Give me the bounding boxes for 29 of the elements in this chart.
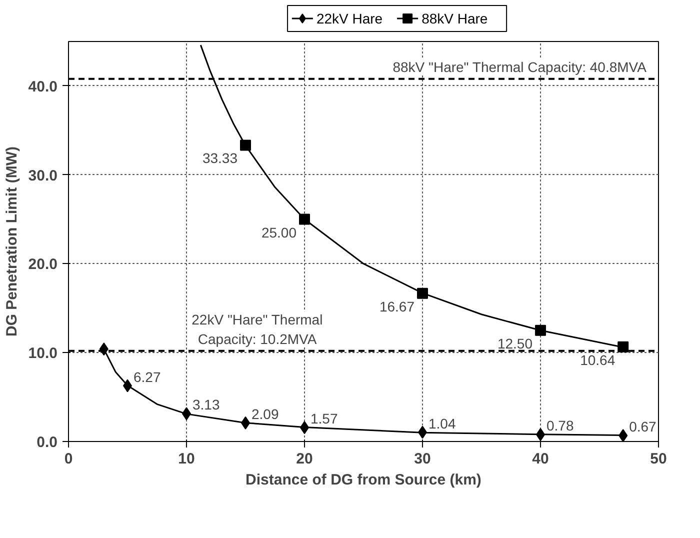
data-label: 3.13: [192, 396, 220, 413]
legend-label: 22kV Hare: [316, 10, 383, 26]
y-tick-label: 30.0: [28, 167, 58, 184]
y-axis-title: DG Penetration Limit (MW): [3, 146, 20, 336]
data-label: 25.00: [261, 224, 297, 240]
x-tick-label: 40: [532, 450, 549, 468]
data-label: 2.09: [252, 406, 279, 422]
data-label: 1.04: [428, 415, 456, 432]
data-label: 16.67: [379, 298, 415, 314]
data-label: 10.64: [580, 352, 616, 368]
y-tick-label: 0.0: [36, 434, 58, 451]
data-label: 12.50: [497, 335, 533, 352]
x-tick-label: 20: [296, 450, 313, 468]
y-tick-label: 40.0: [28, 78, 58, 96]
data-label: 0.67: [629, 418, 657, 435]
x-tick-label: 10: [178, 450, 195, 468]
y-tick-label: 20.0: [28, 256, 58, 274]
data-label: 0.78: [546, 418, 574, 434]
ref-line-label: 22kV "Hare" Thermal Capacity: 10.2MVA: [192, 312, 323, 347]
data-label: 1.57: [310, 410, 338, 427]
data-label: 33.33: [202, 150, 238, 166]
y-tick-label: 10.0: [28, 345, 58, 362]
ref-line-label: 88kV "Hare" Thermal Capacity: 40.8MVA: [392, 58, 648, 75]
x-tick-label: 50: [650, 450, 667, 468]
legend-label: 88kV Hare: [422, 10, 488, 26]
x-tick-label: 30: [414, 450, 431, 468]
x-tick-label: 0: [64, 450, 73, 468]
x-axis-title: Distance of DG from Source (km): [246, 472, 482, 488]
data-label: 6.27: [134, 368, 161, 385]
